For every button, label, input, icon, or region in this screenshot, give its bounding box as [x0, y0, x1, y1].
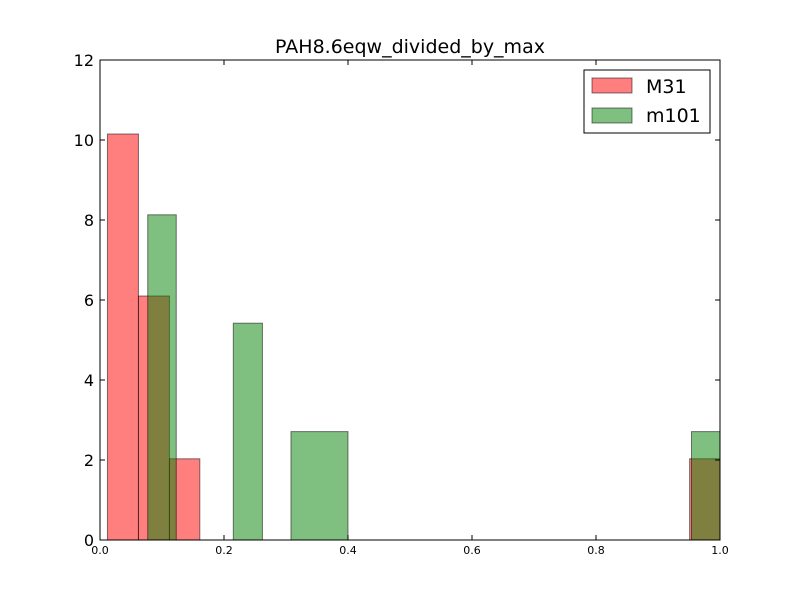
- legend-swatch-m101: [591, 107, 633, 124]
- legend-label-m31: M31: [646, 76, 687, 98]
- bar-m101-2: [290, 431, 349, 541]
- legend-label-m101: m101: [646, 105, 701, 127]
- bar-m101-1: [232, 322, 263, 541]
- y-tick-label: 10: [74, 131, 94, 150]
- x-tick-label: 0.4: [339, 544, 357, 557]
- x-tick-label: 0.8: [587, 544, 605, 557]
- series-m101: [147, 214, 721, 541]
- x-tick-label: 1.0: [711, 544, 729, 557]
- y-tick-label: 4: [84, 371, 94, 390]
- y-tick-label: 6: [84, 291, 94, 310]
- chart-title: PAH8.6eqw_divided_by_max: [275, 36, 545, 58]
- bar-m31-0: [106, 133, 139, 541]
- y-tick-label: 8: [84, 211, 94, 230]
- plot-area: [100, 60, 720, 540]
- x-tick-label: 0.6: [463, 544, 481, 557]
- y-tick-label: 2: [84, 451, 94, 470]
- legend-swatch-m31: [591, 77, 633, 94]
- bar-m101-3: [690, 431, 721, 541]
- y-tick-label: 0: [84, 531, 94, 550]
- y-tick-label: 12: [74, 51, 94, 70]
- legend: M31 m101: [583, 69, 711, 134]
- bar-m101-0: [147, 214, 177, 541]
- x-tick-label: 0.2: [215, 544, 233, 557]
- ticks-layer: 0.0 0.2 0.4 0.6 0.8 1.0 0 2 4 6 8 10 12: [74, 51, 729, 557]
- x-tick-label: 0.0: [91, 544, 109, 557]
- bars-layer: [106, 133, 721, 541]
